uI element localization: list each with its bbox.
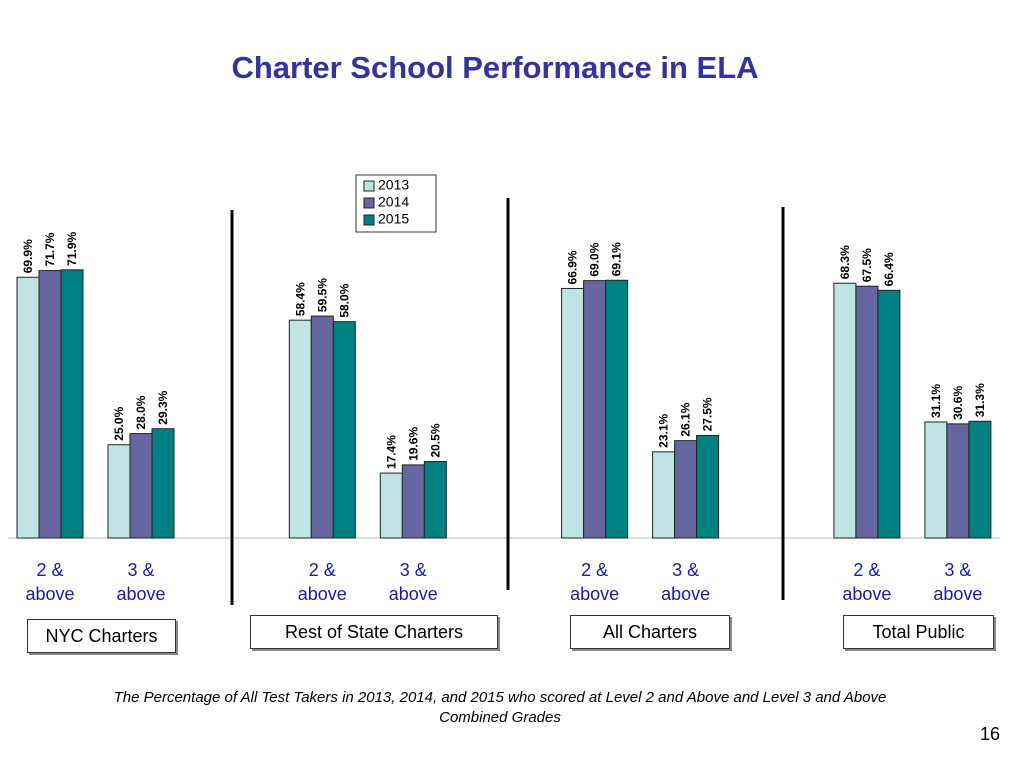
bar <box>423 461 447 539</box>
value-label: 29.3% <box>156 390 170 424</box>
chart-title: Charter School Performance in ELA <box>231 50 758 85</box>
bar <box>652 451 676 539</box>
x-tick-label: 3 & above <box>933 560 983 604</box>
group-label: All Charters <box>570 615 730 649</box>
bar <box>674 440 698 539</box>
bar <box>968 420 992 539</box>
group-label: Total Public <box>843 615 994 649</box>
bar <box>151 428 175 539</box>
x-tick-label: 2 & above <box>570 560 620 604</box>
bar <box>855 285 879 539</box>
legend-swatch <box>363 197 375 209</box>
x-tick-label: 2 & above <box>25 560 75 604</box>
value-label: 31.1% <box>929 384 943 418</box>
bar <box>877 289 901 539</box>
bar <box>332 321 356 539</box>
value-label: 27.5% <box>701 397 715 431</box>
value-label: 67.5% <box>860 248 874 282</box>
legend-swatch <box>363 180 375 192</box>
x-tick-label: 2 & above <box>842 560 892 604</box>
bar <box>583 280 607 539</box>
value-label: 26.1% <box>679 402 693 436</box>
bar <box>924 421 948 539</box>
value-label: 71.7% <box>43 232 57 266</box>
caption: The Percentage of All Test Takers in 201… <box>113 689 887 726</box>
value-label: 17.4% <box>384 435 398 469</box>
value-label: 69.9% <box>21 239 35 273</box>
value-label: 69.1% <box>610 242 624 276</box>
legend-label: 2015 <box>378 211 409 227</box>
legend-label: 2013 <box>378 177 409 193</box>
value-label: 58.0% <box>337 283 351 317</box>
bar <box>16 276 40 539</box>
value-label: 71.9% <box>65 231 79 265</box>
value-label: 58.4% <box>293 282 307 316</box>
value-label: 31.3% <box>973 383 987 417</box>
bar <box>129 433 153 539</box>
bar <box>401 464 425 539</box>
value-label: 59.5% <box>315 278 329 312</box>
page-number: 16 <box>979 724 1000 744</box>
legend-label: 2014 <box>378 194 409 210</box>
x-tick-label: 3 & above <box>388 560 438 604</box>
legend-swatch <box>363 214 375 226</box>
bar <box>696 434 720 539</box>
bar <box>561 287 585 539</box>
value-label: 25.0% <box>112 406 126 440</box>
bar <box>379 472 403 539</box>
value-label: 23.1% <box>657 413 671 447</box>
value-label: 69.0% <box>588 242 602 276</box>
value-label: 66.9% <box>566 250 580 284</box>
value-label: 19.6% <box>406 427 420 461</box>
bar <box>38 270 62 539</box>
x-tick-label: 3 & above <box>661 560 711 604</box>
value-label: 28.0% <box>134 395 148 429</box>
bar <box>60 269 84 539</box>
value-label: 20.5% <box>428 423 442 457</box>
bar <box>310 315 334 539</box>
group-label: Rest of State Charters <box>250 615 498 649</box>
bar <box>833 282 857 539</box>
value-label: 66.4% <box>882 252 896 286</box>
bar <box>288 319 312 539</box>
x-tick-label: 2 & above <box>297 560 347 604</box>
bar <box>605 279 629 539</box>
bar <box>107 444 131 539</box>
bar <box>946 423 970 539</box>
value-label: 30.6% <box>951 386 965 420</box>
group-label: NYC Charters <box>27 619 176 653</box>
value-label: 68.3% <box>838 245 852 279</box>
x-tick-label: 3 & above <box>116 560 166 604</box>
